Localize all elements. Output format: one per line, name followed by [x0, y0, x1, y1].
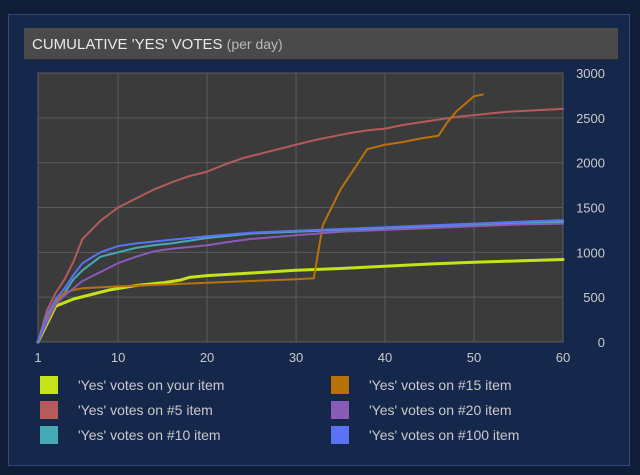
- x-tick-label: 10: [111, 350, 125, 365]
- legend-label: 'Yes' votes on your item: [78, 377, 225, 393]
- chart-legend: 'Yes' votes on your item 'Yes' votes on #…: [40, 374, 600, 454]
- x-tick-label: 30: [289, 350, 303, 365]
- x-tick-label: 60: [556, 350, 570, 365]
- legend-swatch: [40, 376, 58, 394]
- legend-swatch: [40, 401, 58, 419]
- legend-label: 'Yes' votes on #15 item: [369, 377, 512, 393]
- y-tick-label: 0: [598, 335, 605, 350]
- legend-swatch: [40, 426, 58, 444]
- y-tick-label: 500: [583, 290, 605, 305]
- series-line-4: [37, 93, 484, 343]
- series-line-6: [37, 219, 564, 343]
- series-line-2: [37, 107, 564, 343]
- y-tick-label: 1500: [576, 201, 605, 216]
- chart-title-bar: CUMULATIVE 'YES' VOTES (per day): [24, 28, 618, 60]
- chart-title: CUMULATIVE 'YES' VOTES: [32, 36, 223, 53]
- legend-swatch: [331, 376, 349, 394]
- y-tick-label: 2500: [576, 111, 605, 126]
- legend-swatch: [331, 426, 349, 444]
- legend-label: 'Yes' votes on #20 item: [369, 402, 512, 418]
- x-tick-label: 1: [34, 350, 41, 365]
- legend-label: 'Yes' votes on #100 item: [369, 427, 520, 443]
- series-line-5: [37, 222, 564, 343]
- chart-subtitle: (per day): [226, 36, 283, 52]
- x-tick-label: 50: [467, 350, 481, 365]
- legend-swatch: [331, 401, 349, 419]
- x-tick-label: 20: [200, 350, 214, 365]
- series-line-1: [36, 258, 565, 344]
- y-tick-label: 3000: [576, 66, 605, 81]
- legend-label: 'Yes' votes on #5 item: [78, 402, 213, 418]
- plot-border: [37, 72, 564, 343]
- y-tick-label: 2000: [576, 156, 605, 171]
- x-tick-label: 40: [378, 350, 392, 365]
- y-tick-label: 1000: [576, 245, 605, 260]
- legend-label: 'Yes' votes on #10 item: [78, 427, 221, 443]
